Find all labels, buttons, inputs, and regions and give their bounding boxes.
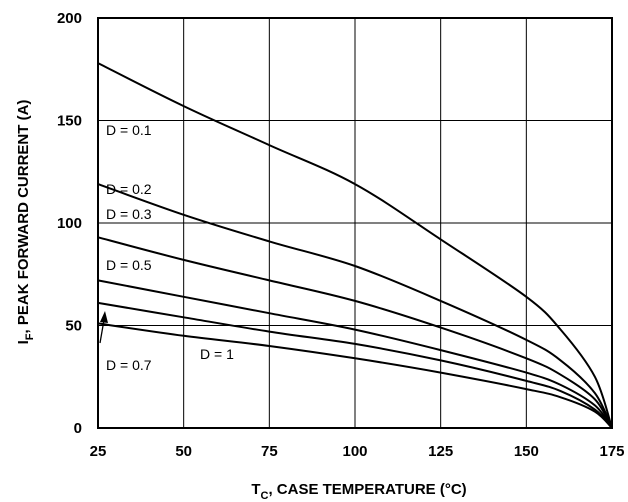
label-arrow-head (100, 311, 108, 323)
x-tick-label: 25 (90, 443, 107, 460)
y-tick-labels: 0 50 100 150 200 (57, 10, 82, 437)
x-tick-label: 175 (599, 443, 624, 460)
series-label: D = 0.3 (106, 206, 152, 222)
y-axis-label-main: I (15, 340, 32, 344)
plot-frame (97, 17, 613, 429)
series-label: D = 0.7 (106, 357, 152, 373)
y-tick-label: 50 (65, 318, 82, 335)
x-axis-label-rest: , CASE TEMPERATURE (°C) (268, 481, 466, 498)
y-axis-label-sub: F (24, 333, 36, 340)
series-label: D = 1 (200, 346, 234, 362)
x-tick-label: 75 (261, 443, 278, 460)
series-labels: D = 0.1 D = 0.2 D = 0.3 D = 0.5 D = 0.7 D = 1 (106, 122, 234, 373)
series-label: D = 0.5 (106, 257, 152, 273)
series-line-d-1 (97, 322, 613, 429)
y-axis-label: IF, PEAK FORWARD CURRENT (A) (15, 100, 36, 345)
y-tick-label: 200 (57, 10, 82, 27)
series-line-d-0-1 (97, 62, 613, 429)
series-label: D = 0.2 (106, 181, 152, 197)
grid-lines (97, 17, 613, 429)
series-line-d-0-2 (97, 183, 613, 429)
y-tick-label: 150 (57, 113, 82, 130)
x-axis-label: TC, CASE TEMPERATURE (°C) (251, 481, 466, 502)
series-curves (97, 62, 613, 429)
x-axis-label-sub: C (260, 490, 268, 502)
x-tick-label: 100 (342, 443, 367, 460)
y-axis-label-rest: , PEAK FORWARD CURRENT (A) (15, 100, 32, 334)
x-tick-labels: 25 50 75 100 125 150 175 (90, 443, 625, 460)
x-tick-label: 50 (175, 443, 192, 460)
label-arrow (99, 319, 105, 344)
x-tick-label: 125 (428, 443, 453, 460)
y-tick-label: 100 (57, 215, 82, 232)
series-label: D = 0.1 (106, 122, 152, 138)
series-line-d-0-3 (97, 236, 613, 429)
x-tick-label: 150 (514, 443, 539, 460)
series-line-d-0-7 (97, 301, 613, 429)
y-tick-label: 0 (74, 420, 82, 437)
x-axis-label-main: T (251, 481, 260, 498)
series-line-d-0-5 (97, 279, 613, 429)
